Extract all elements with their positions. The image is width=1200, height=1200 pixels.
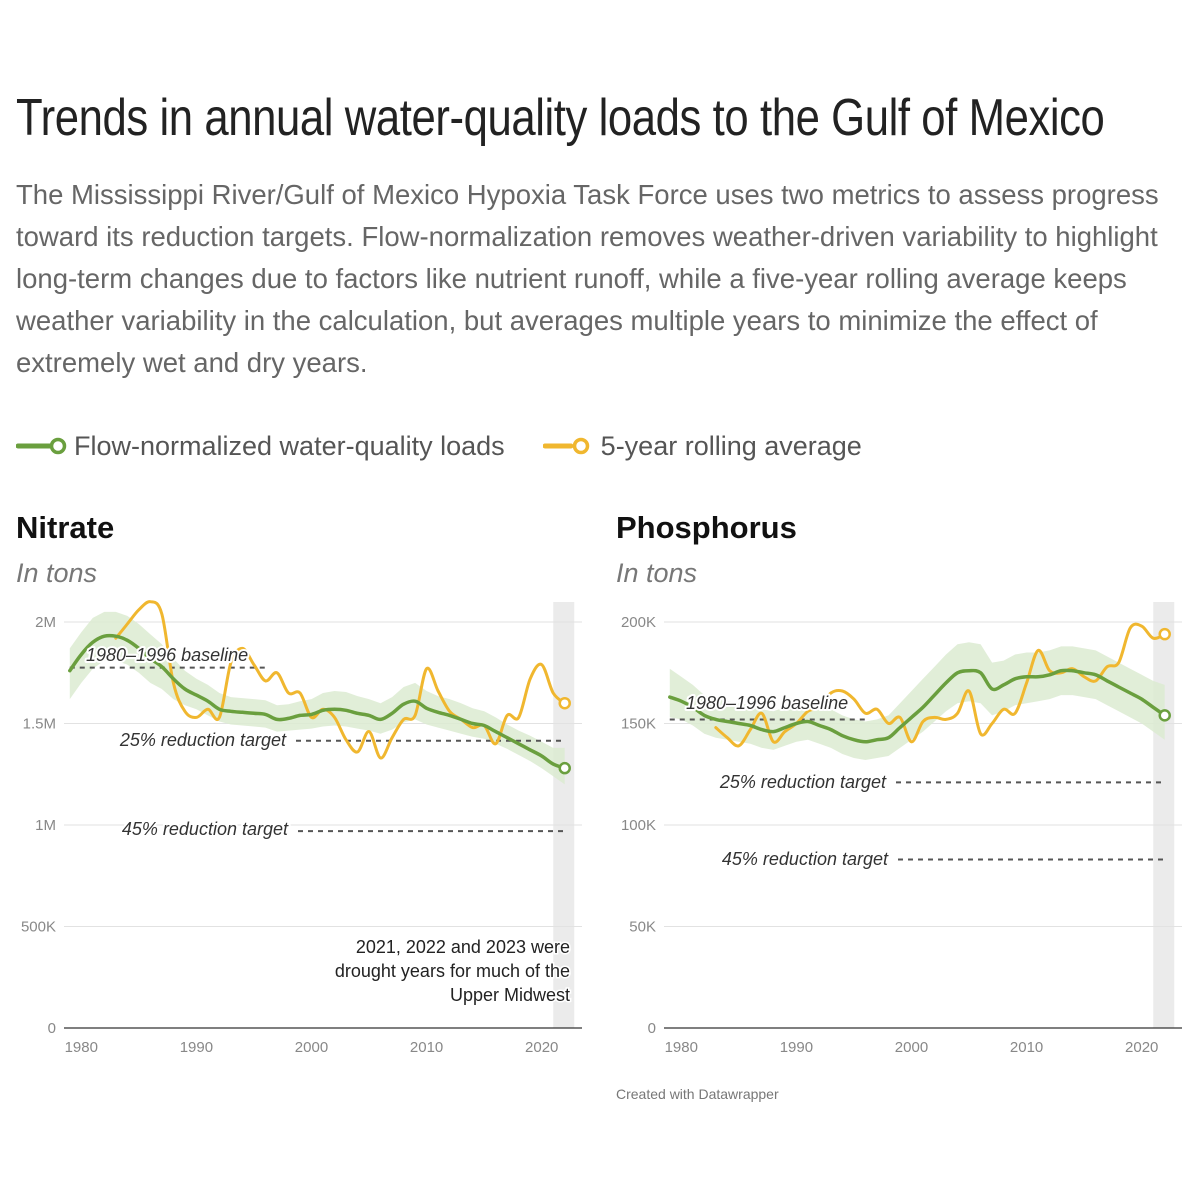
x-tick-label: 1990	[180, 1039, 213, 1056]
legend-item-flow-normalized[interactable]: Flow-normalized water-quality loads	[16, 431, 505, 462]
reference-line-label: 25% reduction target	[719, 772, 887, 792]
x-tick-label: 2010	[410, 1039, 443, 1056]
x-tick-label: 2020	[1125, 1039, 1158, 1056]
drought-shaded-region	[1153, 602, 1175, 1028]
y-tick-label: 0	[648, 1020, 656, 1037]
x-tick-label: 2000	[895, 1039, 928, 1056]
end-point-rolling-average	[1158, 627, 1171, 641]
x-tick-label: 2010	[1010, 1039, 1043, 1056]
series-line-rolling-average	[714, 622, 1167, 748]
y-tick-label: 100K	[621, 817, 656, 834]
credit-text: Created with Datawrapper	[616, 1086, 779, 1102]
series-line-flow-normalized	[668, 668, 1167, 744]
legend-label-rolling-average: 5-year rolling average	[600, 430, 862, 461]
drought-note-line: 2021, 2022 and 2023 were	[356, 937, 570, 957]
legend-label-flow-normalized: Flow-normalized water-quality loads	[74, 430, 505, 461]
chart-title-phosphorus: Phosphorus	[616, 510, 797, 545]
x-tick-label: 2020	[525, 1039, 558, 1056]
end-point-flow-normalized	[1158, 709, 1171, 722]
chart-title-nitrate: Nitrate	[16, 510, 115, 545]
page-title: Trends in annual water-quality loads to …	[16, 89, 1105, 147]
chart-unit-nitrate: In tons	[16, 558, 98, 588]
page-subtitle: The Mississippi River/Gulf of Mexico Hyp…	[16, 179, 1159, 378]
y-tick-label: 50K	[629, 919, 656, 936]
end-point-rolling-average	[558, 696, 571, 710]
chart-nitrate: 0 500K 1M 1.5M 2M 1980 1990 2000 2010 2020 1980–19…	[21, 600, 582, 1056]
y-tick-label: 2M	[35, 614, 56, 631]
drought-note-line: drought years for much of the	[335, 961, 570, 981]
series-line-flow-normalized	[68, 633, 567, 770]
drought-shaded-region	[553, 602, 575, 1028]
reference-line-label: 25% reduction target	[119, 730, 287, 750]
x-tick-label: 1980	[65, 1039, 98, 1056]
reference-line-label: 45% reduction target	[722, 849, 889, 869]
legend: Flow-normalized water-quality loads 5-ye…	[16, 428, 900, 464]
y-tick-label: 500K	[21, 919, 56, 936]
reference-line-label: 1980–1996 baseline	[86, 645, 248, 665]
end-point-flow-normalized	[558, 761, 571, 775]
y-tick-label: 200K	[621, 614, 656, 631]
y-tick-label: 1M	[35, 817, 56, 834]
legend-line-circle-icon	[16, 437, 67, 455]
legend-line-circle-icon	[542, 437, 589, 455]
flow-normalized-uncertainty-band	[69, 611, 565, 785]
x-tick-label: 2000	[295, 1039, 328, 1056]
x-tick-label: 1980	[665, 1039, 698, 1056]
legend-item-rolling-average[interactable]: 5-year rolling average	[542, 430, 862, 462]
series-line-rolling-average	[114, 600, 567, 760]
y-tick-label: 0	[48, 1020, 56, 1037]
reference-line-label: 45% reduction target	[122, 819, 289, 839]
x-tick-label: 1990	[780, 1039, 813, 1056]
flow-normalized-uncertainty-band	[669, 642, 1165, 760]
y-tick-label: 1.5M	[23, 716, 56, 733]
chart-unit-phosphorus: In tons	[616, 558, 698, 588]
y-tick-label: 150K	[621, 716, 656, 733]
reference-line-label: 1980–1996 baseline	[686, 693, 848, 713]
chart-phosphorus: 0 50K 100K 150K 200K 1980 1990 2000 2010 2020 1980…	[621, 602, 1182, 1056]
drought-note-line: Upper Midwest	[450, 985, 570, 1005]
